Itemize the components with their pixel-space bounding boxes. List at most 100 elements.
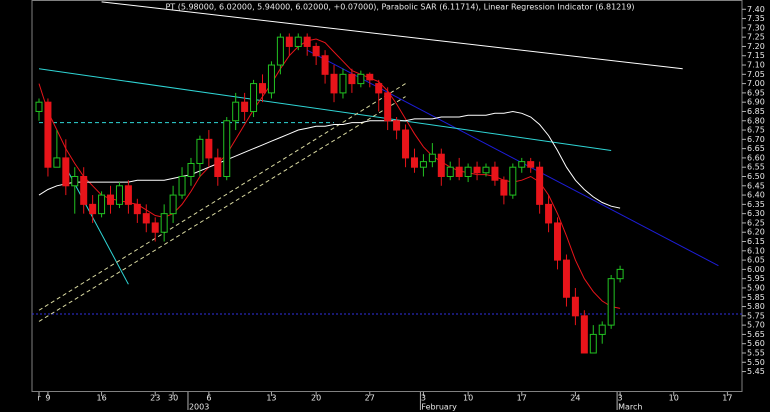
candle-body xyxy=(276,36,284,66)
candle-body xyxy=(303,36,311,47)
candle-body xyxy=(35,101,43,112)
candle-body xyxy=(115,185,123,205)
x-tick-label: 16 xyxy=(96,394,106,403)
x-tick-label: 17 xyxy=(722,394,732,403)
candle-body xyxy=(598,324,606,335)
y-tick-label: 6.20 xyxy=(747,228,765,237)
y-tick-label: 6.70 xyxy=(747,135,765,144)
y-tick-label: 5.95 xyxy=(747,274,765,283)
y-tick-label: 6.75 xyxy=(747,126,765,135)
y-tick-label: 6.60 xyxy=(747,153,765,162)
x-tick-label: 23 xyxy=(150,394,160,403)
period-label: February xyxy=(421,403,457,412)
candle-body xyxy=(348,73,356,85)
candle-body xyxy=(133,203,141,215)
trendline xyxy=(38,83,406,311)
y-tick-label: 6.05 xyxy=(747,256,765,265)
candle-body xyxy=(536,166,544,205)
trendline xyxy=(38,96,406,322)
y-tick-label: 7.00 xyxy=(747,79,765,88)
y-tick-label: 5.80 xyxy=(747,302,765,311)
candle-body xyxy=(241,101,249,112)
candle-body xyxy=(482,166,490,174)
candle-body xyxy=(437,153,445,177)
plot-frame xyxy=(31,0,743,392)
candle-body xyxy=(62,157,70,187)
trendline xyxy=(65,166,129,285)
candle-body xyxy=(393,120,401,131)
x-tick-label: 20 xyxy=(311,394,321,403)
candle-body xyxy=(80,175,88,205)
y-tick-label: 6.00 xyxy=(747,265,765,274)
trendline xyxy=(101,1,683,70)
candle-body xyxy=(312,45,320,57)
trendline xyxy=(38,68,612,151)
y-tick-label: 6.15 xyxy=(747,237,765,246)
candle-body xyxy=(259,83,266,94)
period-label: 2003 xyxy=(189,403,209,412)
y-tick-label: 6.10 xyxy=(747,246,765,255)
x-tick-label: 17 xyxy=(517,394,527,403)
candle-body xyxy=(321,55,329,75)
candle-body xyxy=(419,161,427,168)
x-tick-label: 27 xyxy=(365,394,375,403)
candle-body xyxy=(294,36,302,47)
candle-body xyxy=(562,259,570,298)
candle-body xyxy=(518,161,526,168)
y-tick-label: 7.35 xyxy=(747,14,765,23)
y-tick-label: 7.40 xyxy=(747,5,765,14)
candle-body xyxy=(375,83,383,94)
y-tick-label: 7.30 xyxy=(747,23,765,32)
candle-body xyxy=(232,101,240,122)
y-tick-label: 5.65 xyxy=(747,330,765,339)
chart-title: PT (5.98000, 6.02000, 5.94000, 6.02000, … xyxy=(165,3,634,12)
y-tick-label: 6.90 xyxy=(747,98,765,107)
y-tick-label: 7.25 xyxy=(747,33,765,42)
candle-body xyxy=(267,64,275,94)
candle-body xyxy=(509,166,517,196)
candle-body xyxy=(357,73,365,85)
candle-body xyxy=(187,162,195,177)
y-tick-label: 5.70 xyxy=(747,321,765,330)
candle-body xyxy=(410,157,418,168)
candle-body xyxy=(446,166,454,177)
candle-body xyxy=(607,278,615,326)
candle-body xyxy=(491,166,499,181)
candle-body xyxy=(205,138,213,159)
candle-body xyxy=(178,175,186,196)
y-tick-label: 6.50 xyxy=(747,172,765,181)
candle-body xyxy=(44,101,52,168)
candle-body xyxy=(580,315,588,354)
candle-body xyxy=(250,83,258,112)
candle-body xyxy=(545,203,553,224)
period-label: March xyxy=(618,403,642,412)
x-tick-label: 10 xyxy=(669,394,679,403)
candle-body xyxy=(71,175,79,187)
candle-body xyxy=(589,333,597,354)
candle-body xyxy=(571,296,579,317)
y-tick-label: 6.65 xyxy=(747,144,765,153)
candle-body xyxy=(428,153,436,163)
candle-body xyxy=(160,213,168,233)
candle-body xyxy=(169,194,177,215)
candle-body xyxy=(330,73,338,94)
y-tick-label: 7.20 xyxy=(747,42,765,51)
x-tick-label: 6 xyxy=(206,394,211,403)
x-tick-label: 3 xyxy=(618,394,623,403)
candle-body xyxy=(473,166,481,174)
y-tick-label: 6.30 xyxy=(747,209,765,218)
y-tick-label: 6.55 xyxy=(747,163,765,172)
candle-body xyxy=(223,120,231,177)
y-tick-label: 7.05 xyxy=(747,70,765,79)
candle-body xyxy=(107,194,115,205)
candle-body xyxy=(89,203,97,215)
x-tick-label: 10 xyxy=(463,394,473,403)
y-tick-label: 5.60 xyxy=(747,339,765,348)
candle-body xyxy=(500,179,508,196)
candle-body xyxy=(554,222,562,261)
y-tick-label: 5.85 xyxy=(747,293,765,302)
candle-body xyxy=(384,92,392,122)
y-tick-label: 6.35 xyxy=(747,200,765,209)
